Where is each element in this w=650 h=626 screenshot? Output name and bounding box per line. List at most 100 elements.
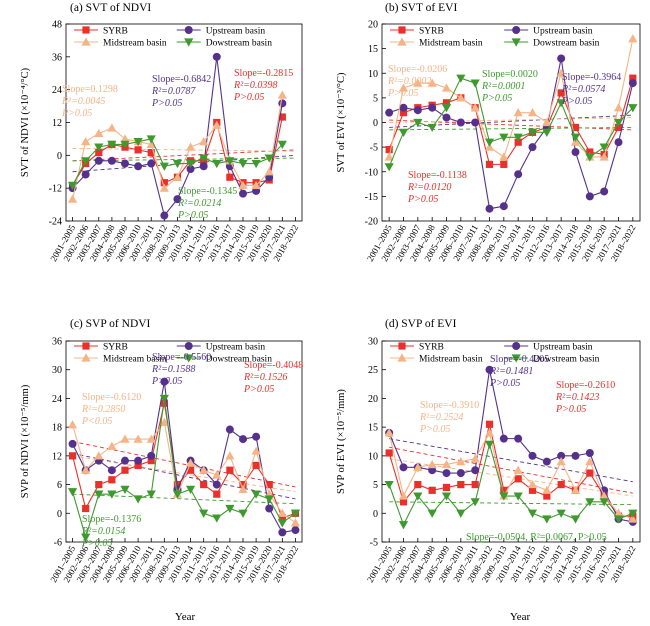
data-point: [599, 152, 609, 161]
legend: SYRB Upstream basin Midstream basin Dowstre…: [390, 26, 600, 49]
data-point: [442, 469, 451, 478]
data-point: [107, 140, 117, 149]
annotation-text: R²=0.1526: [243, 372, 287, 383]
data-point: [173, 480, 182, 489]
x-axis-label-left: Year: [175, 611, 196, 623]
data-point: [212, 480, 221, 489]
data-point: [442, 483, 451, 492]
y-tick-label: -5: [370, 143, 378, 154]
data-point: [514, 170, 523, 179]
data-point: [147, 457, 155, 465]
data-point: [628, 79, 637, 88]
annotation-text: Slope=-0.3910: [420, 400, 479, 411]
data-point: [107, 156, 116, 165]
annotation-text: P>0.05: [561, 96, 592, 107]
data-point: [542, 457, 551, 466]
data-point: [628, 509, 638, 518]
data-point: [527, 128, 538, 137]
data-point: [213, 490, 221, 498]
data-point: [456, 93, 466, 102]
data-point: [67, 420, 78, 429]
data-point: [264, 495, 274, 504]
chart-panel-3: (c) SVP of NDVI -6 0 6 12 18 24 30 36 SVP of NDVI…: [20, 318, 303, 584]
data-point: [120, 434, 130, 443]
data-point: [456, 74, 466, 83]
data-point: [68, 439, 77, 448]
y-tick-label: -6: [54, 538, 62, 549]
y-tick-label: 12: [52, 451, 62, 462]
data-point: [456, 457, 466, 466]
data-point: [586, 148, 594, 156]
trend-line: [389, 117, 633, 123]
data-point: [399, 103, 408, 112]
annotation-text: Slope=-0.6120: [82, 392, 141, 403]
data-point: [427, 78, 437, 87]
annotation-text: P>0.05: [61, 108, 92, 119]
y-tick-label: 36: [52, 337, 62, 348]
data-point: [470, 79, 480, 88]
y-tick-label: 36: [52, 52, 62, 63]
data-point: [629, 74, 637, 82]
data-point: [513, 465, 523, 474]
y-tick-label: 0: [373, 118, 378, 129]
annotation-text: Slope=-0.6842: [152, 74, 211, 85]
annotation-text: R²=0.0787: [151, 86, 196, 97]
data-point: [120, 140, 130, 149]
y-tick-label: 20: [368, 20, 378, 31]
legend-label: Upstream basin: [206, 343, 266, 353]
legend-label: Midstream basin: [103, 39, 167, 49]
data-point: [252, 432, 261, 441]
legend-marker: [184, 354, 194, 363]
annotation-text: R²=0.1481: [489, 366, 533, 377]
trend-line: [389, 458, 633, 497]
data-point: [239, 480, 247, 489]
data-point: [160, 399, 168, 407]
y-tick-label: 20: [368, 394, 378, 405]
data-point: [277, 140, 287, 149]
legend-marker: [82, 342, 90, 350]
data-point: [413, 78, 423, 87]
data-point: [225, 157, 235, 166]
data-point: [160, 211, 169, 220]
data-point: [428, 466, 437, 475]
legend-marker: [398, 26, 406, 34]
data-point: [264, 154, 274, 163]
data-point: [265, 504, 274, 513]
data-point: [528, 486, 537, 494]
x-axis-label-right: Year: [510, 611, 531, 623]
annotation-text: Slope=-0.4048: [244, 360, 303, 371]
annotation-text: R²=0.0398: [233, 80, 277, 91]
y-tick-label: 30: [368, 337, 378, 348]
data-point: [570, 133, 581, 142]
data-point: [147, 159, 156, 168]
legend-label: Dowstream basin: [533, 355, 599, 365]
chart-title: (a) SVT of NDVI: [70, 2, 151, 14]
y-tick-label: 6: [57, 480, 62, 491]
data-point: [500, 160, 508, 168]
legend: SYRB Upstream basin Midstream basin Dowstre…: [74, 26, 272, 49]
data-point: [441, 104, 452, 113]
data-point: [159, 417, 169, 426]
data-point: [556, 457, 566, 466]
data-point: [212, 470, 222, 479]
data-point: [398, 521, 409, 530]
data-point: [600, 187, 609, 196]
data-point: [146, 490, 156, 499]
trend-line: [72, 441, 296, 488]
annotation-text: P>0.05: [151, 98, 182, 109]
legend: SYRB Upstream basin Midstream basin Dowstre…: [390, 342, 600, 365]
data-point: [599, 491, 609, 500]
y-tick-label: 0: [57, 151, 62, 162]
trend-line: [72, 493, 296, 505]
legend-label: SYRB: [103, 343, 128, 353]
data-point: [251, 180, 261, 190]
y-tick-label: 18: [52, 423, 62, 434]
y-tick-label: 15: [368, 423, 378, 434]
data-point: [599, 143, 609, 152]
data-point: [428, 103, 437, 112]
data-point: [251, 490, 261, 499]
data-point: [484, 138, 495, 147]
